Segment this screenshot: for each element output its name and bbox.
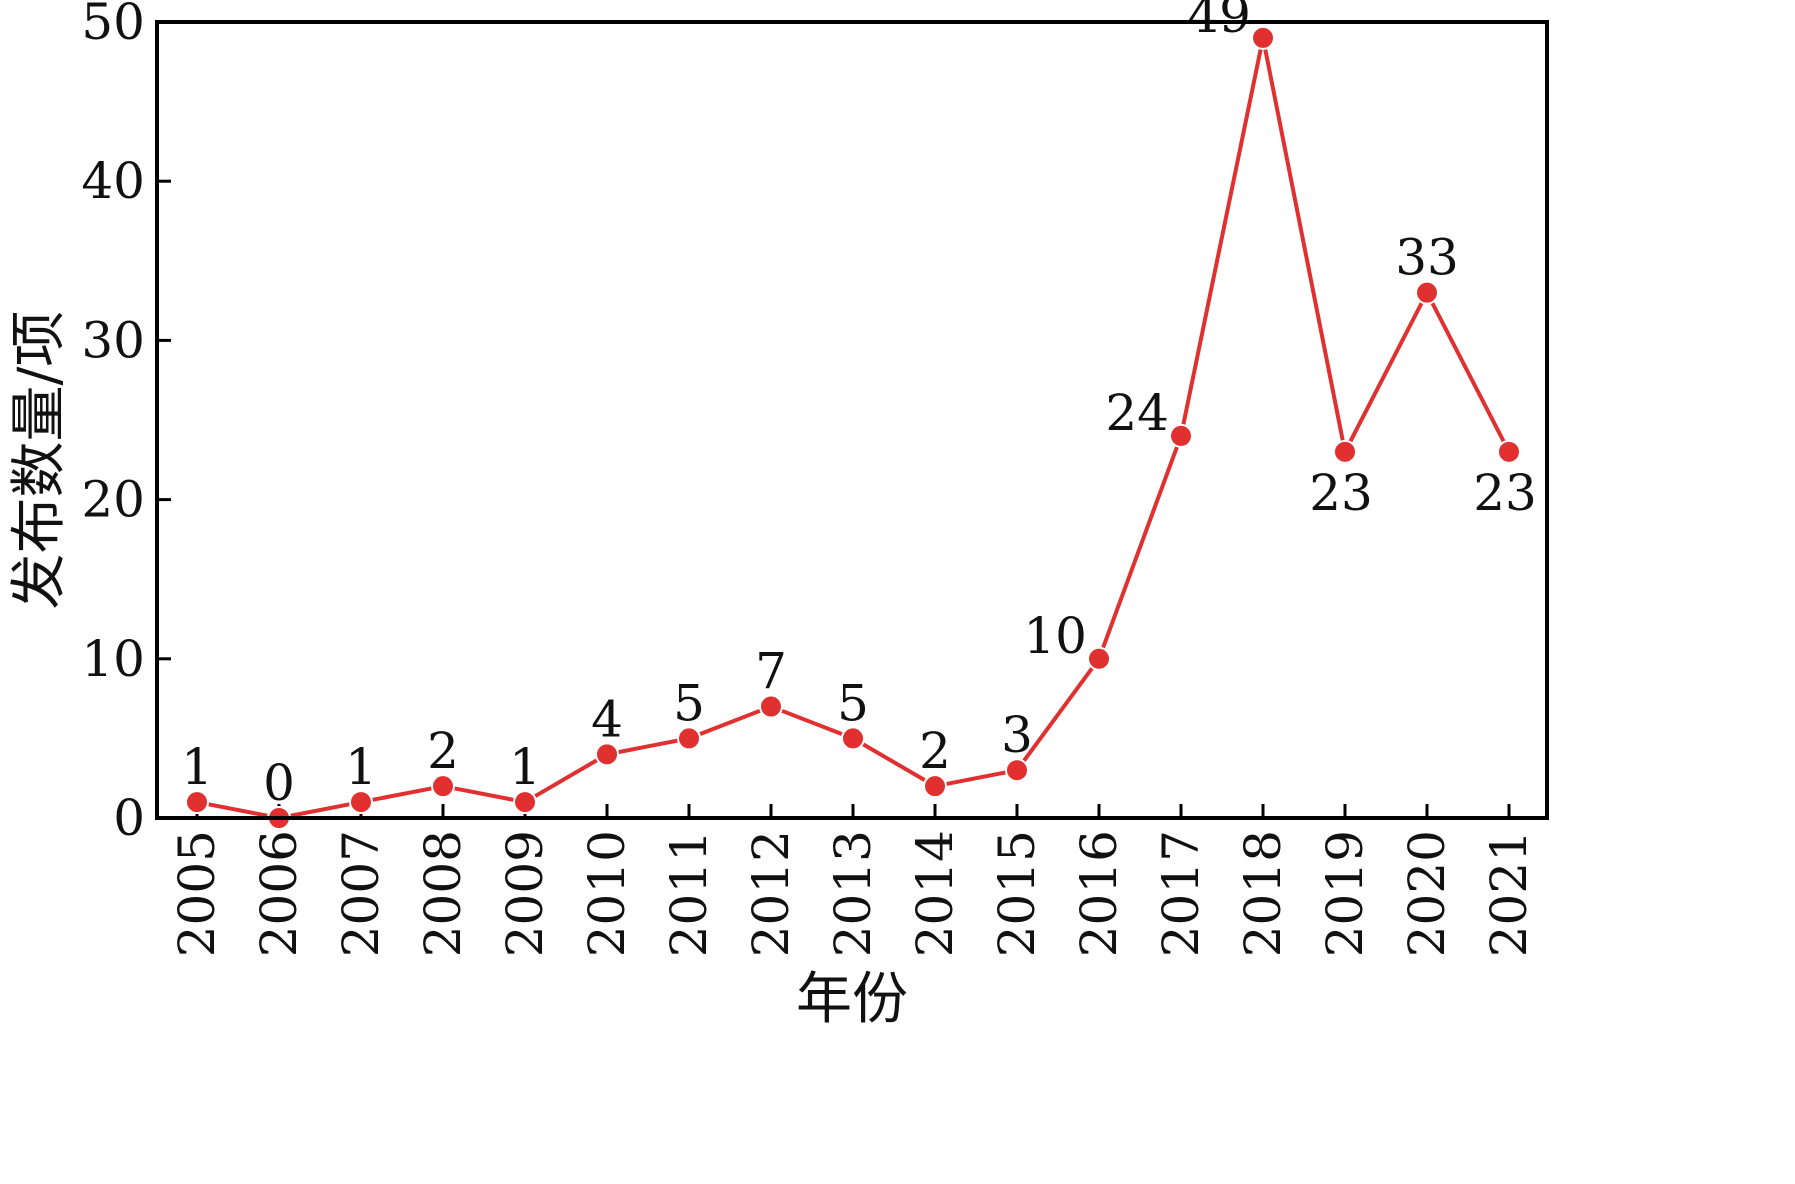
- data-label: 23: [1309, 464, 1373, 522]
- plot-frame: [155, 20, 1549, 820]
- data-point: [1169, 423, 1193, 448]
- data-label: 4: [591, 690, 623, 748]
- data-label: 5: [837, 674, 869, 732]
- x-tick-label: 2005: [168, 830, 226, 957]
- data-label: 23: [1473, 464, 1537, 522]
- y-tick-label: 30: [81, 311, 145, 369]
- data-point: [595, 742, 619, 767]
- data-point: [185, 790, 209, 815]
- x-tick-label: 2017: [1152, 830, 1210, 957]
- data-label: 10: [1023, 607, 1087, 665]
- data-label: 24: [1105, 384, 1169, 442]
- data-point: [759, 694, 783, 719]
- x-tick-label: 2018: [1234, 830, 1292, 957]
- data-point: [923, 774, 947, 799]
- x-tick-label: 2006: [250, 830, 308, 957]
- data-point: [513, 790, 537, 815]
- x-tick-label: 2010: [578, 830, 636, 957]
- data-point: [349, 790, 373, 815]
- data-label: 1: [345, 738, 377, 796]
- x-tick-label: 2014: [906, 830, 964, 957]
- x-axis-title: 年份: [796, 967, 908, 1032]
- x-tick-label: 2012: [742, 830, 800, 957]
- data-label: 3: [1001, 706, 1033, 764]
- x-tick-label: 2008: [414, 830, 472, 957]
- y-axis-title: 发布数量/项: [7, 311, 72, 610]
- x-tick-label: 2020: [1398, 830, 1456, 957]
- x-tick-label: 2009: [496, 830, 554, 957]
- data-label: 1: [509, 738, 541, 796]
- data-point: [841, 726, 865, 751]
- y-tick-label: 10: [81, 630, 145, 688]
- x-tick-label: 2013: [824, 830, 882, 957]
- x-tick-label: 2021: [1480, 830, 1538, 957]
- y-tick-label: 0: [113, 789, 145, 847]
- data-label: 2: [427, 722, 459, 780]
- data-point: [1087, 646, 1111, 671]
- data-label: 5: [673, 674, 705, 732]
- data-label: 7: [755, 643, 787, 701]
- data-label: 2: [919, 722, 951, 780]
- data-point: [1497, 439, 1521, 464]
- data-label: 0: [263, 754, 295, 812]
- x-tick-label: 2019: [1316, 830, 1374, 957]
- data-label: 1: [181, 738, 213, 796]
- data-label: 33: [1395, 229, 1459, 287]
- x-tick-label: 2007: [332, 830, 390, 957]
- data-point: [431, 774, 455, 799]
- x-tick-label: 2015: [988, 830, 1046, 957]
- y-tick-label: 50: [81, 0, 145, 51]
- data-point: [677, 726, 701, 751]
- y-tick-label: 20: [81, 471, 145, 529]
- y-tick-label: 40: [81, 152, 145, 210]
- data-point: [1415, 280, 1439, 305]
- data-point: [1005, 758, 1029, 783]
- data-points-layer: [185, 25, 1521, 830]
- data-point: [1251, 25, 1275, 50]
- x-tick-label: 2016: [1070, 830, 1128, 957]
- x-tick-label: 2011: [660, 830, 718, 957]
- data-point: [1333, 439, 1357, 464]
